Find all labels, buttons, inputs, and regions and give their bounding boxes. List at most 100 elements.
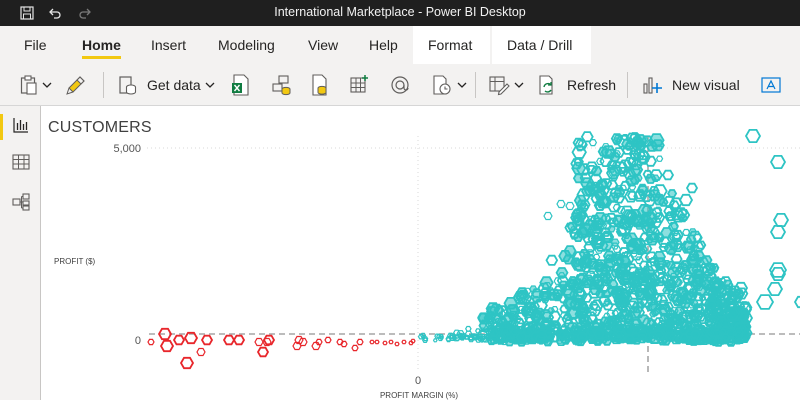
data-point[interactable] (585, 276, 597, 286)
data-point[interactable] (687, 230, 703, 244)
data-point[interactable] (613, 134, 622, 143)
data-point[interactable] (650, 225, 659, 233)
data-point[interactable] (625, 239, 640, 252)
data-point[interactable] (616, 205, 626, 214)
data-point[interactable] (601, 232, 613, 243)
data-point[interactable] (705, 272, 718, 284)
data-point[interactable] (545, 331, 554, 339)
data-point[interactable] (612, 147, 625, 158)
data-point[interactable] (448, 333, 457, 341)
data-point[interactable] (388, 339, 394, 345)
data-point[interactable] (627, 282, 638, 291)
data-point[interactable] (485, 306, 499, 317)
data-point[interactable] (719, 328, 727, 335)
data-point[interactable] (617, 167, 629, 177)
get-data-button[interactable]: Get data (118, 70, 215, 100)
data-point[interactable] (615, 254, 632, 269)
data-point[interactable] (666, 266, 681, 279)
data-point[interactable] (689, 311, 701, 322)
data-point[interactable] (200, 334, 214, 346)
data-point[interactable] (369, 339, 375, 345)
data-point[interactable] (793, 295, 800, 309)
data-point[interactable] (510, 328, 518, 336)
data-point[interactable] (625, 175, 638, 187)
data-point[interactable] (612, 203, 621, 212)
transform-data-button[interactable] (488, 70, 524, 100)
data-point[interactable] (623, 263, 639, 277)
data-point[interactable] (679, 260, 689, 269)
data-point[interactable] (768, 262, 788, 278)
data-point[interactable] (626, 156, 640, 168)
data-point[interactable] (554, 330, 562, 337)
dataverse-button[interactable] (389, 70, 411, 100)
data-point[interactable] (604, 213, 618, 225)
data-point[interactable] (530, 290, 544, 303)
tab-format[interactable]: Format (413, 26, 490, 64)
paste-button[interactable] (20, 70, 52, 100)
data-point[interactable] (600, 145, 617, 159)
data-point[interactable] (572, 288, 588, 302)
data-point[interactable] (183, 331, 199, 345)
data-point[interactable] (600, 227, 612, 237)
data-point[interactable] (471, 333, 480, 341)
data-point[interactable] (653, 269, 666, 280)
data-point[interactable] (537, 329, 547, 339)
data-point[interactable] (701, 274, 710, 281)
data-point[interactable] (584, 270, 597, 281)
data-point[interactable] (626, 190, 638, 201)
data-point[interactable] (611, 288, 626, 301)
data-point[interactable] (564, 222, 576, 233)
data-point[interactable] (588, 138, 598, 147)
data-point[interactable] (514, 315, 522, 323)
data-point[interactable] (374, 339, 380, 345)
data-point[interactable] (610, 252, 620, 260)
data-point[interactable] (582, 251, 592, 260)
data-point[interactable] (615, 330, 623, 338)
data-point[interactable] (530, 311, 546, 325)
scatter-points[interactable] (147, 128, 800, 370)
customers-scatter-chart[interactable]: 5,000 0 0 PROFIT ($) PROFIT MARGIN (%) (41, 106, 800, 400)
data-point[interactable] (456, 330, 465, 338)
save-icon[interactable] (18, 4, 36, 22)
data-point[interactable] (665, 211, 677, 221)
data-point[interactable] (663, 241, 679, 255)
model-view-button[interactable] (0, 187, 41, 221)
data-point[interactable] (690, 276, 704, 288)
data-point[interactable] (667, 222, 679, 232)
data-point[interactable] (728, 285, 741, 297)
data-point[interactable] (704, 262, 717, 274)
text-box-button[interactable] (760, 70, 782, 100)
data-point[interactable] (666, 312, 679, 324)
data-point[interactable] (623, 280, 632, 288)
data-point[interactable] (569, 297, 585, 311)
data-point[interactable] (571, 278, 584, 289)
data-point[interactable] (262, 337, 272, 347)
data-point[interactable] (587, 266, 597, 274)
data-point[interactable] (606, 160, 618, 171)
data-point[interactable] (515, 331, 528, 343)
data-point[interactable] (601, 290, 611, 299)
data-point[interactable] (623, 312, 633, 321)
data-point[interactable] (678, 325, 690, 335)
data-point[interactable] (505, 304, 521, 318)
data-point[interactable] (706, 289, 718, 299)
data-point[interactable] (515, 292, 530, 304)
data-point[interactable] (612, 192, 626, 204)
data-point[interactable] (667, 189, 678, 198)
tab-view[interactable]: View (308, 37, 339, 53)
data-point[interactable] (624, 334, 636, 345)
data-point[interactable] (594, 189, 606, 199)
refresh-button[interactable]: Refresh (537, 70, 616, 100)
data-point[interactable] (637, 301, 645, 308)
tab-file[interactable]: File (24, 37, 47, 53)
tab-data-drill[interactable]: Data / Drill (492, 26, 591, 64)
data-point[interactable] (728, 298, 737, 306)
data-point[interactable] (665, 283, 677, 293)
report-view-button[interactable] (0, 110, 41, 144)
enter-data-button[interactable] (349, 70, 371, 100)
data-point[interactable] (408, 340, 414, 346)
data-point[interactable] (705, 299, 717, 310)
data-point[interactable] (769, 266, 787, 282)
data-point[interactable] (222, 334, 236, 346)
data-point[interactable] (459, 333, 466, 338)
